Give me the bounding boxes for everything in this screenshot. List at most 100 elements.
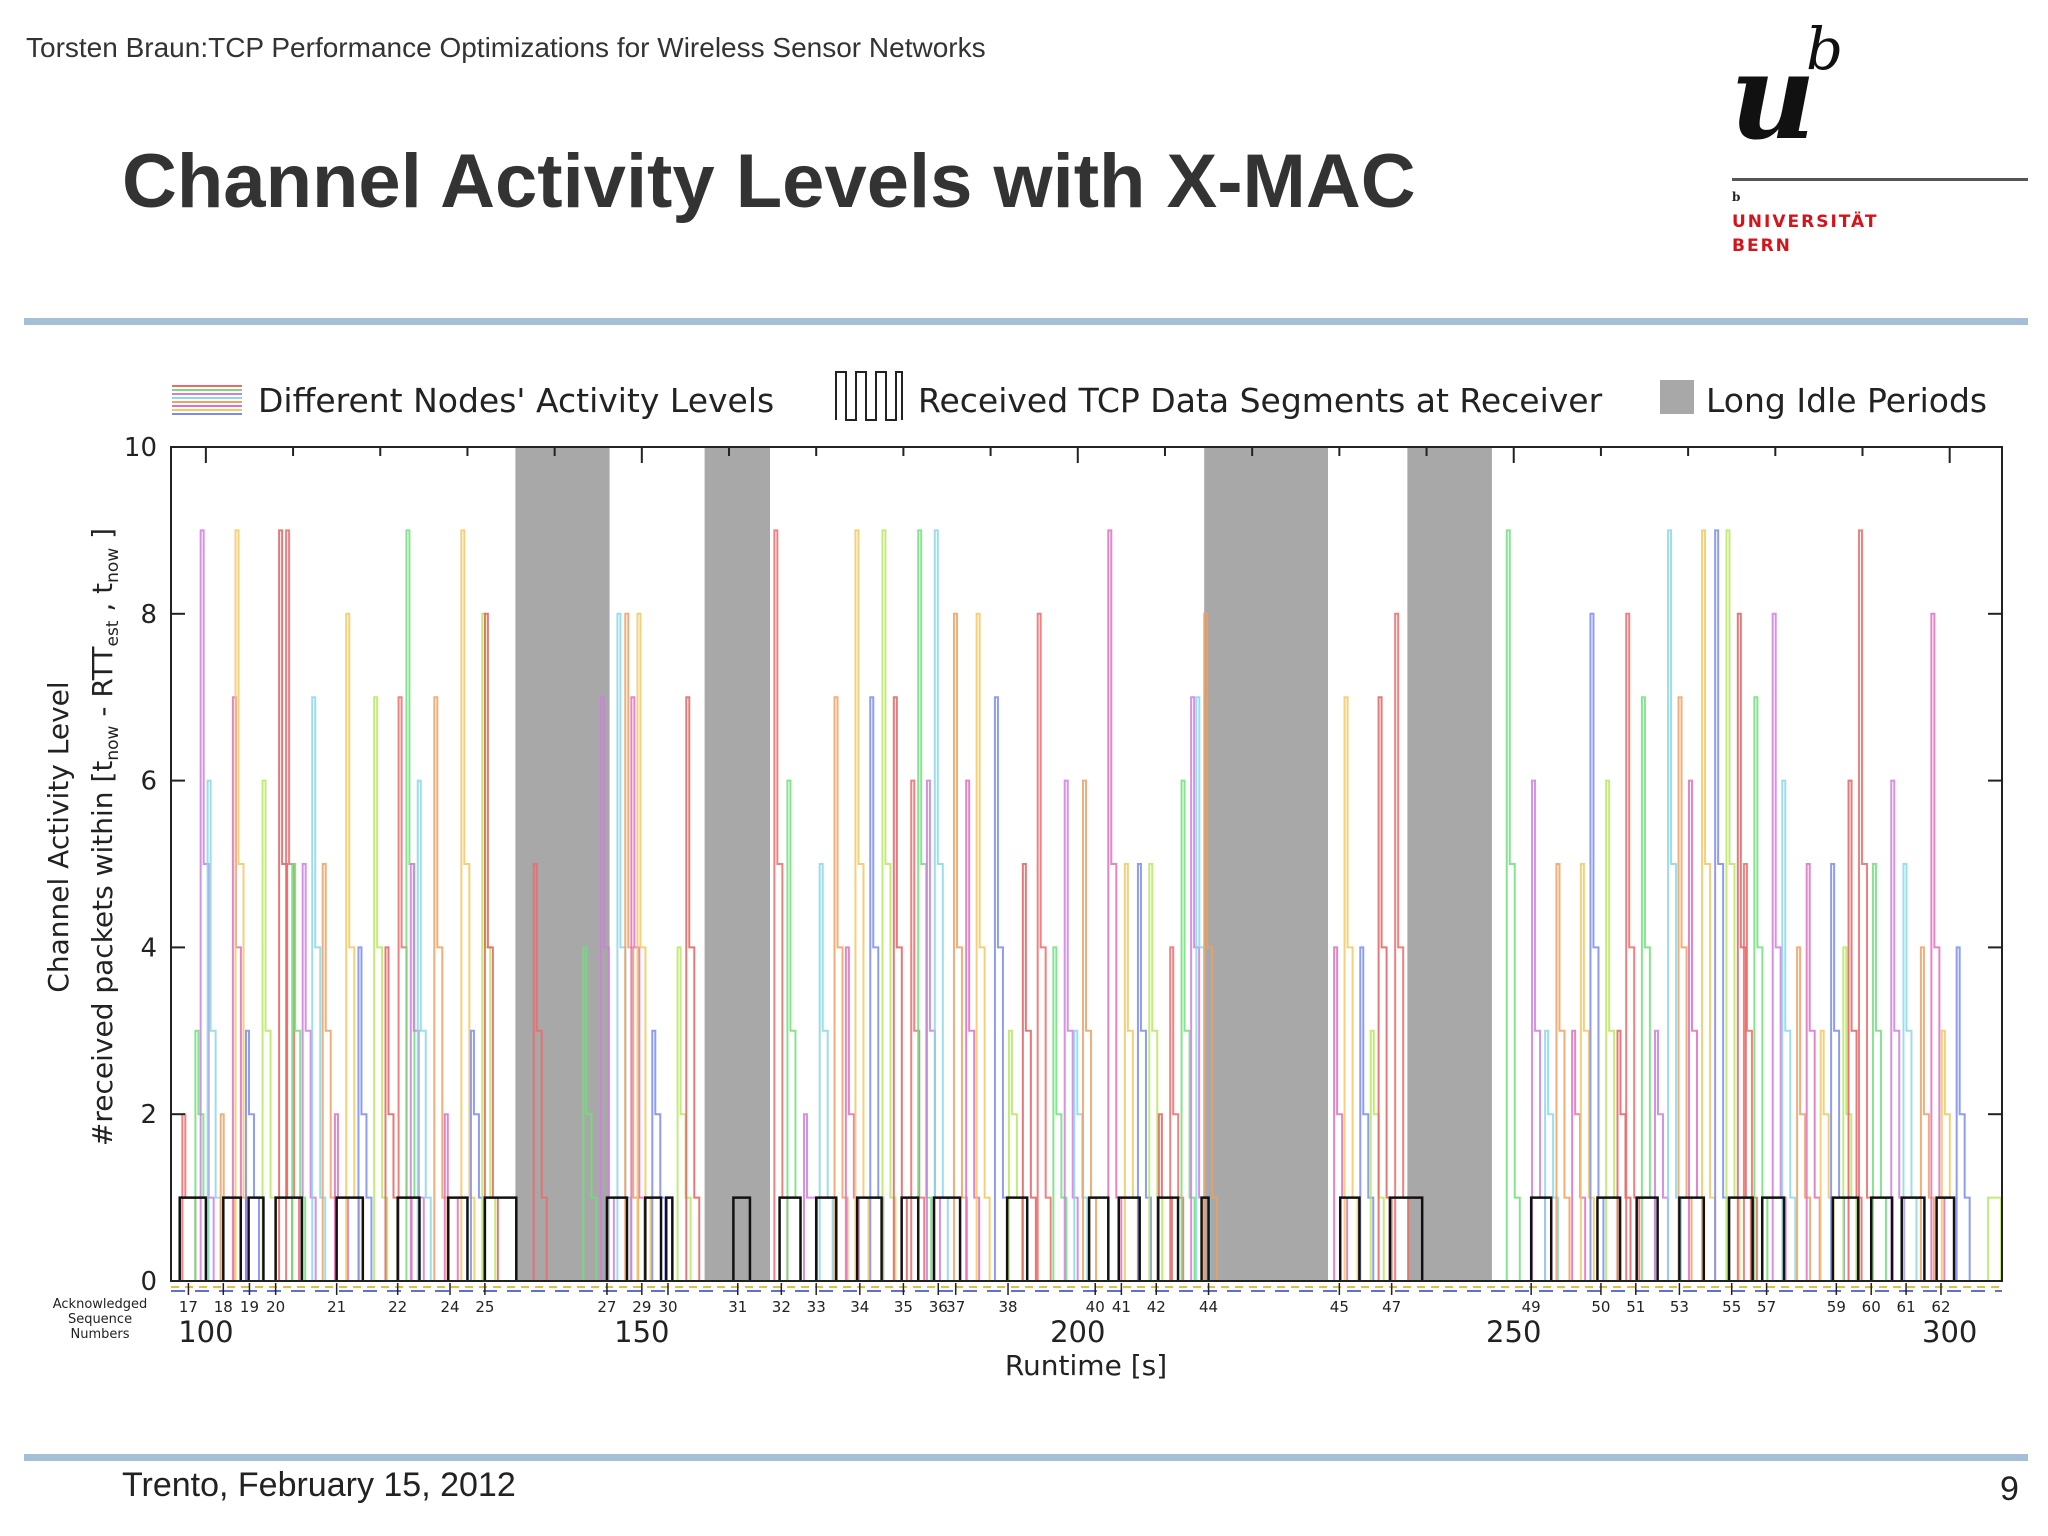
sequence-number: 61 (1897, 1298, 1916, 1316)
x-tick-label: 200 (1050, 1315, 1105, 1349)
footer-date: Trento, February 15, 2012 (122, 1466, 516, 1504)
legend: Different Nodes' Activity Levels Receive… (172, 371, 1987, 421)
y-label-sub-est: est (103, 620, 123, 646)
received-segment (664, 1196, 674, 1281)
activity-chart: Different Nodes' Activity Levels Receive… (42, 371, 2003, 1382)
sequence-number: 31 (728, 1298, 747, 1316)
y-tick-label: 2 (140, 1100, 157, 1130)
activity-spike (869, 696, 885, 1281)
sequence-number: 32 (772, 1298, 791, 1316)
received-segment (1635, 1196, 1659, 1281)
activity-spike (917, 529, 933, 1281)
sequence-number: 20 (266, 1298, 285, 1316)
received-segment (1869, 1196, 1894, 1281)
y-tick-label: 4 (140, 933, 157, 963)
received-segment (447, 1196, 469, 1281)
activity-spike (301, 863, 317, 1281)
sequence-number: 45 (1330, 1298, 1349, 1316)
logo-rule (1732, 178, 2028, 181)
activity-spike (1955, 946, 1971, 1281)
received-segment (178, 1196, 208, 1281)
received-segment (274, 1196, 304, 1281)
legend-label-idle: Long Idle Periods (1706, 381, 1987, 420)
y-tick-label: 10 (124, 433, 157, 463)
activity-spike (1589, 612, 1605, 1281)
received-segment (732, 1196, 752, 1281)
activity-spike (993, 696, 1009, 1281)
received-segment (335, 1196, 365, 1281)
sequence-number: 17 (179, 1298, 198, 1316)
sequence-number: 57 (1757, 1298, 1776, 1316)
plot-frame (170, 446, 2003, 1282)
activity-spike (1555, 863, 1571, 1281)
activity-spike (1902, 863, 1918, 1281)
received-segment (814, 1196, 838, 1281)
activity-spike (1571, 1029, 1587, 1281)
activity-spike (357, 946, 373, 1281)
activity-spike (1771, 612, 1787, 1281)
activity-spike (818, 863, 834, 1281)
activity-spike (1123, 863, 1139, 1281)
activity-spike (1625, 612, 1641, 1281)
received-segment (1087, 1196, 1110, 1281)
y-label-sub-now-1: now (103, 725, 123, 760)
y-axis-ticks: 0 2 4 6 8 10 (124, 433, 2002, 1297)
idle-period (1407, 447, 1492, 1281)
activity-spike (975, 612, 991, 1281)
activity-spike (1616, 1029, 1632, 1281)
sequence-number: 29 (632, 1298, 651, 1316)
y-axis-label-line2-group: #received packets within [tnow - RTTest … (86, 528, 123, 1146)
sequence-number: 21 (327, 1298, 346, 1316)
received-segment (1900, 1196, 1926, 1281)
sequence-number: 44 (1199, 1298, 1218, 1316)
legend-swatch-box (1660, 380, 1694, 414)
page-number: 9 (2000, 1470, 2019, 1508)
activity-spike (1369, 1029, 1385, 1281)
activity-spike (1796, 946, 1812, 1281)
top-rule (24, 318, 2028, 325)
x-tick-label: 300 (1922, 1315, 1977, 1349)
x-tick-label: 150 (614, 1315, 669, 1349)
activity-spike (1805, 863, 1821, 1281)
sequence-number: 40 (1086, 1298, 1105, 1316)
ack-baseline (171, 1286, 2002, 1292)
activity-spike (582, 946, 598, 1281)
logo-small-b: b (1732, 190, 1741, 204)
activity-spike (1505, 529, 1521, 1281)
activity-levels (181, 529, 2003, 1281)
sequence-number: 41 (1112, 1298, 1131, 1316)
activity-spike (1781, 779, 1797, 1281)
sequence-number: 47 (1382, 1298, 1401, 1316)
sequence-number: 19 (240, 1298, 259, 1316)
legend-label-segments: Received TCP Data Segments at Receiver (918, 381, 1603, 420)
x-tick-label: 100 (178, 1315, 233, 1349)
legend-label-activity: Different Nodes' Activity Levels (258, 381, 774, 420)
y-label-sub-now-2: now (103, 548, 123, 583)
y-tick-label: 0 (140, 1267, 157, 1297)
activity-spike (1394, 612, 1410, 1281)
university-logo: u b b UNIVERSITÄT BERN (1728, 18, 2028, 258)
activity-spike (1753, 696, 1769, 1281)
activity-spike (532, 863, 548, 1281)
received-segment (644, 1196, 663, 1281)
ack-label-line3: Numbers (71, 1327, 130, 1342)
activity-spike (965, 779, 981, 1281)
x-tick-label: 250 (1486, 1315, 1541, 1349)
sequence-number: 38 (998, 1298, 1017, 1316)
slide-title: Channel Activity Levels with X-MAC (122, 139, 1416, 224)
logo-line1: UNIVERSITÄT (1732, 212, 1879, 232)
activity-spike (1377, 696, 1393, 1281)
sequence-number: 50 (1591, 1298, 1610, 1316)
activity-spike (773, 529, 789, 1281)
received-segment (1200, 1196, 1210, 1281)
sequence-number: 34 (850, 1298, 869, 1316)
x-axis-ticks: 100 150 200 250 300 (178, 447, 1977, 1349)
activity-spike (1073, 1029, 1089, 1281)
logo-b: b (1806, 15, 1844, 83)
received-segment (932, 1196, 962, 1281)
activity-spike (1531, 779, 1547, 1281)
activity-spike (685, 696, 701, 1281)
sequence-number: 25 (475, 1298, 494, 1316)
received-segment (1935, 1196, 1956, 1281)
activity-spike (1036, 612, 1052, 1281)
